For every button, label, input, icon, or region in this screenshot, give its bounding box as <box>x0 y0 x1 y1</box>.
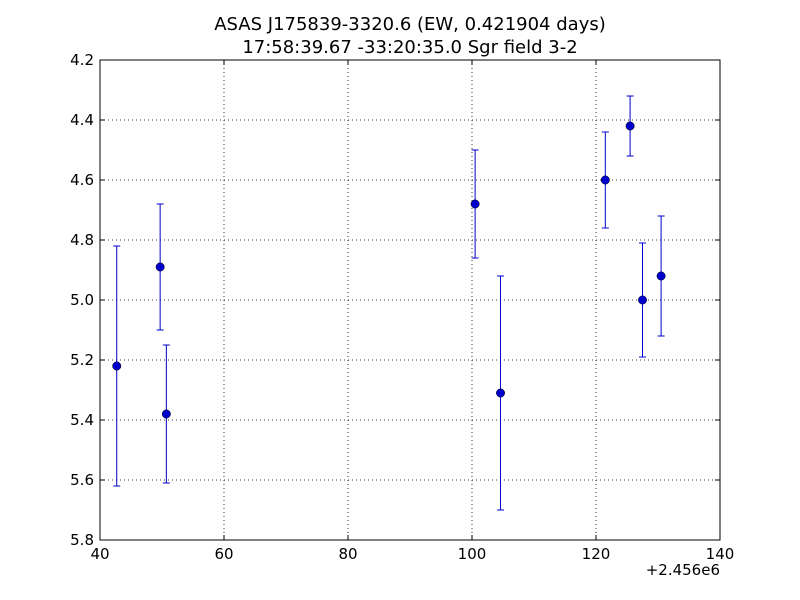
y-tick-label: 5.2 <box>70 351 94 369</box>
x-axis-offset-label: +2.456e6 <box>646 561 720 579</box>
grid <box>100 60 720 540</box>
x-tick-label: 80 <box>338 545 357 563</box>
y-tick-label: 5.6 <box>70 471 94 489</box>
data-point <box>155 262 165 272</box>
chart-title-line2: 17:58:39.67 -33:20:35.0 Sgr field 3-2 <box>242 37 577 58</box>
chart-title-line1: ASAS J175839-3320.6 (EW, 0.421904 days) <box>214 14 606 35</box>
x-tick-labels: 40 60 80 100 120 140 <box>90 545 734 563</box>
axis-ticks <box>99 59 721 541</box>
data-point <box>625 121 635 131</box>
data-point <box>496 388 505 398</box>
data-point <box>112 361 122 371</box>
y-tick-label: 5.8 <box>70 531 94 549</box>
x-tick-label: 120 <box>582 545 611 563</box>
x-tick-label: 40 <box>90 545 109 563</box>
x-tick-label: 140 <box>706 545 735 563</box>
y-tick-label: 4.6 <box>70 171 94 189</box>
data-point <box>470 199 480 209</box>
y-tick-label: 4.8 <box>70 231 94 249</box>
y-tick-label: 4.4 <box>70 111 94 129</box>
y-tick-label: 5.0 <box>70 291 94 309</box>
x-tick-label: 60 <box>214 545 233 563</box>
data-point <box>600 175 610 185</box>
y-tick-labels: 4.2 4.4 4.6 4.8 5.0 5.2 5.4 5.6 5.8 <box>70 51 94 549</box>
data-point <box>638 295 647 305</box>
data-point <box>656 271 666 281</box>
y-tick-label: 5.4 <box>70 411 94 429</box>
x-tick-label: 100 <box>458 545 487 563</box>
y-tick-label: 4.2 <box>70 51 94 69</box>
data-points <box>112 95 666 511</box>
data-point <box>161 409 171 419</box>
